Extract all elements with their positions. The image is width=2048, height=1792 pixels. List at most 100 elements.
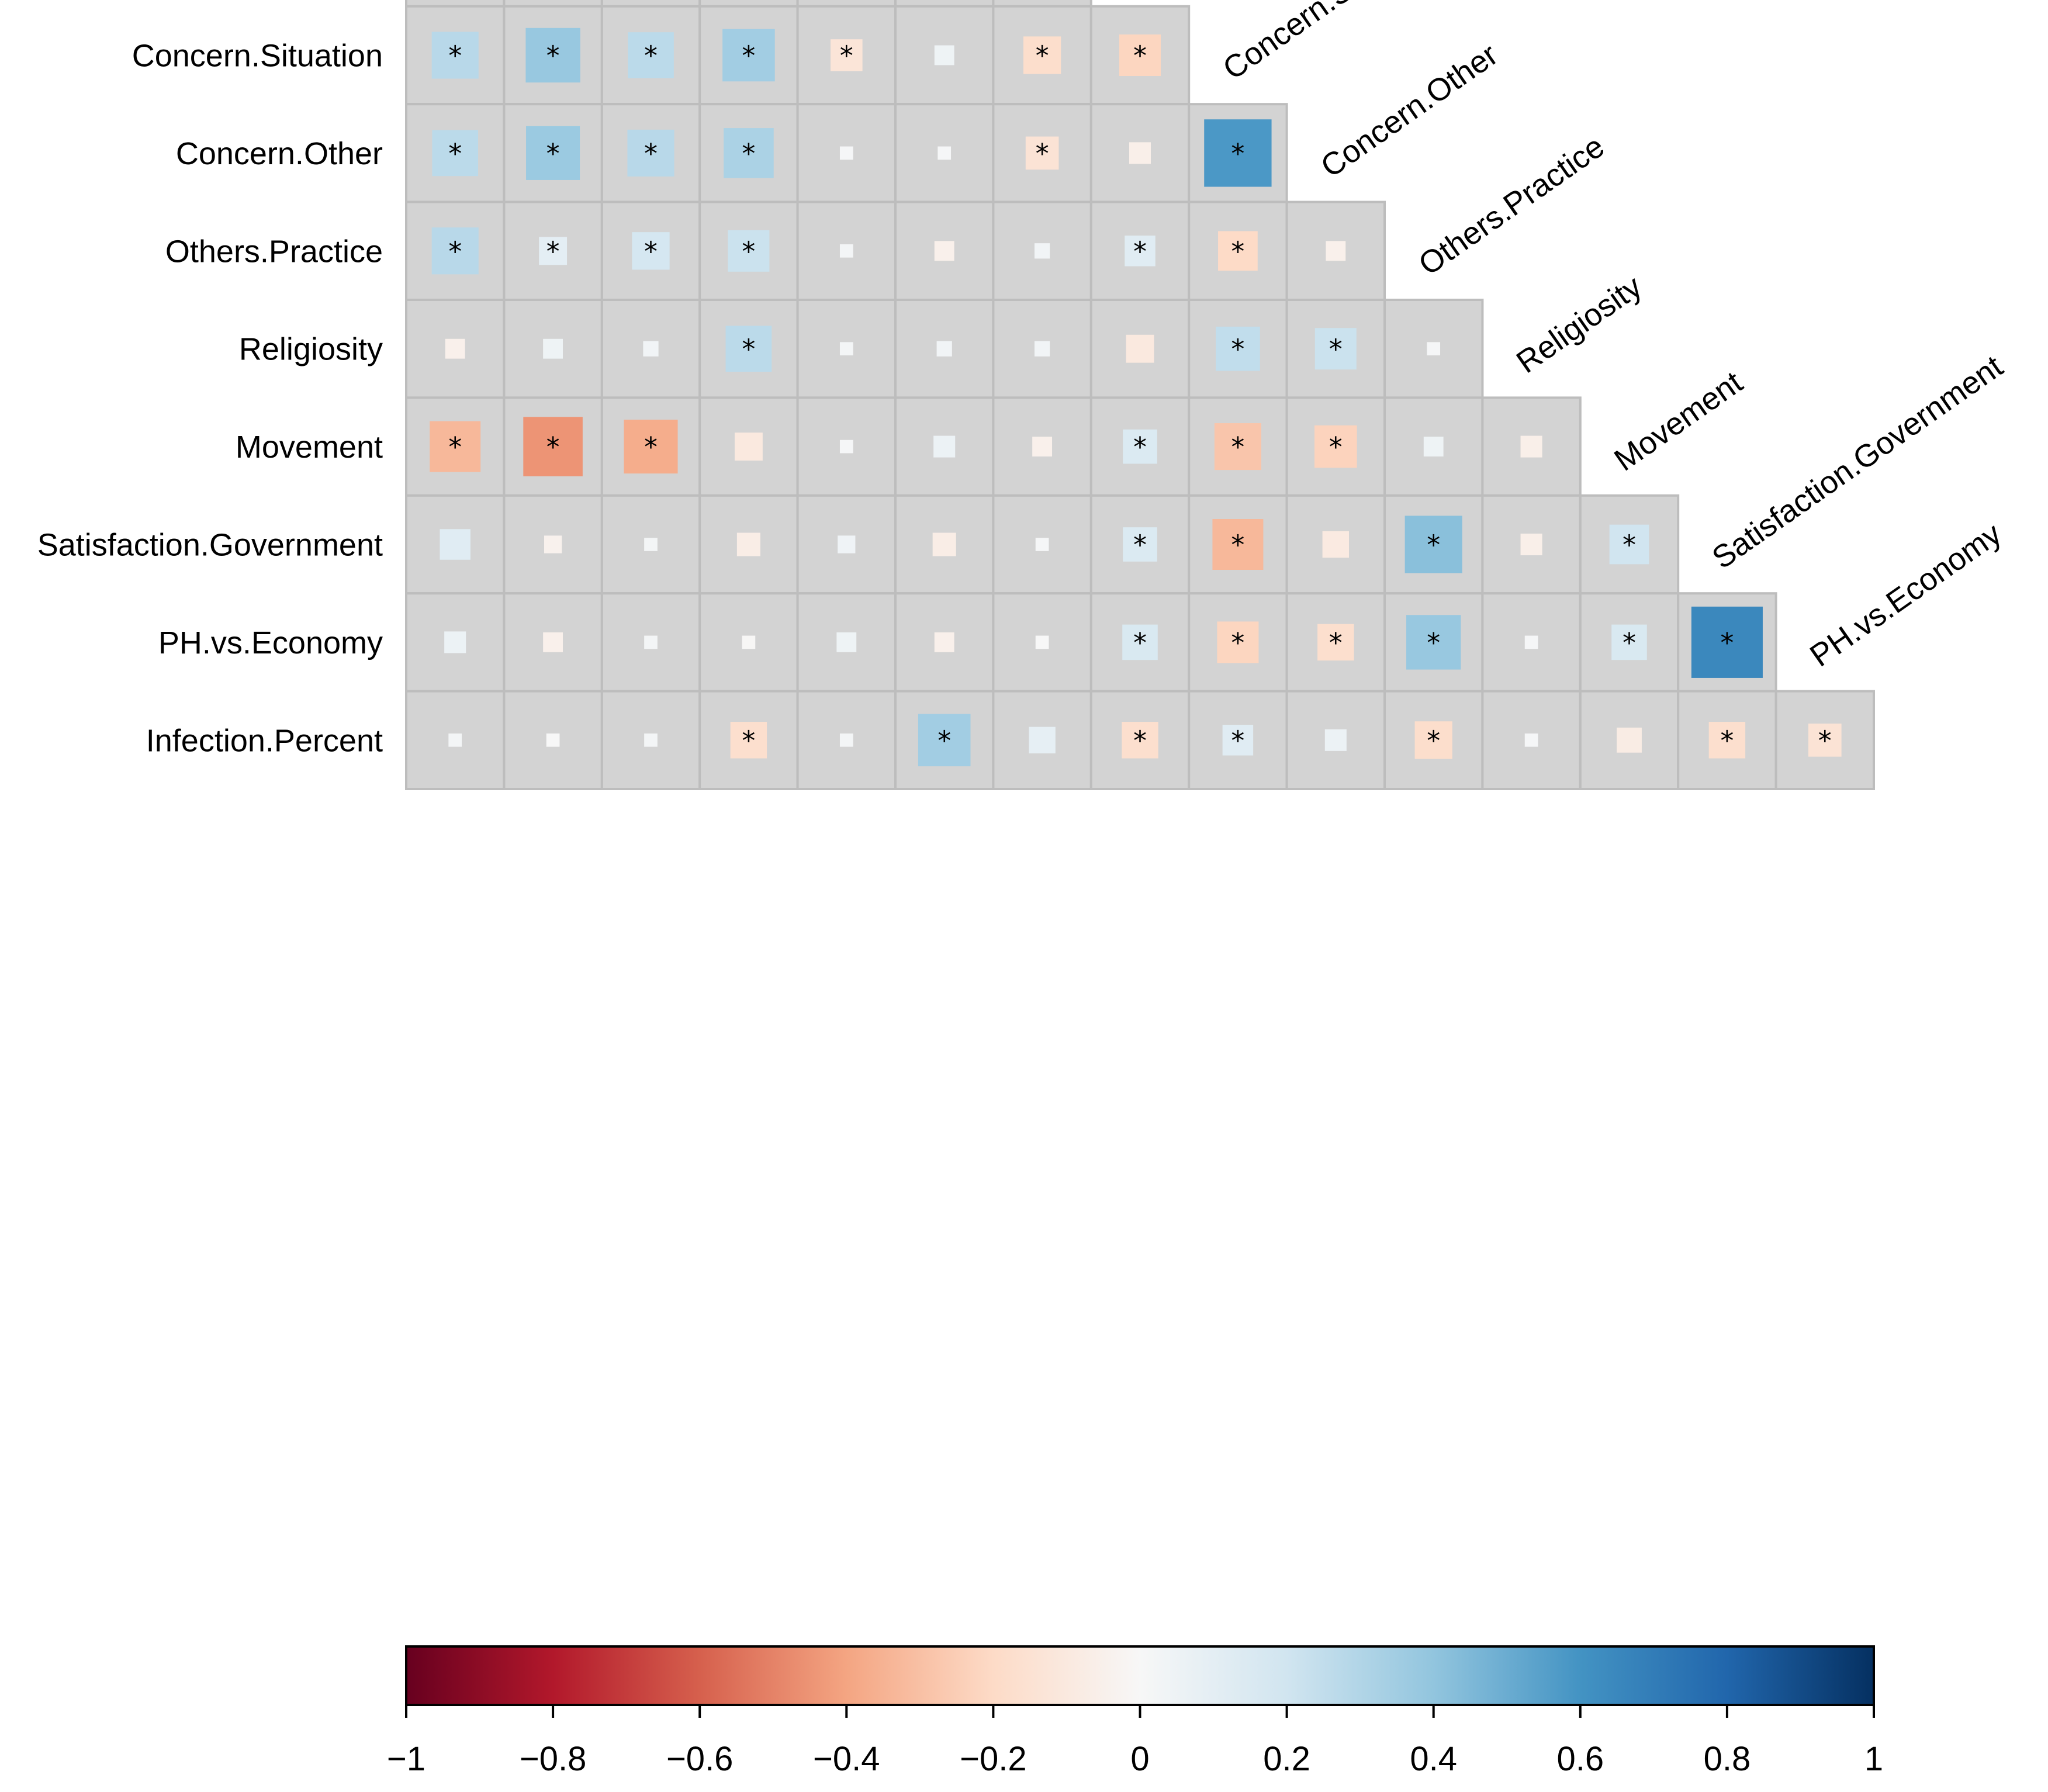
colorbar-tick-label: −0.4	[813, 1740, 880, 1778]
corr-cell-PH.vs.Economy-Subjective.Health	[1122, 624, 1158, 660]
corr-cell-Movement-Concern.Other	[1314, 425, 1357, 468]
corr-cell-Satisfaction.Government-Concern.Other	[1322, 531, 1350, 558]
row-label: Religiosity	[239, 332, 383, 367]
corr-cell-Others.Practice-Concern.Other	[1326, 241, 1346, 261]
corr-cell-Satisfaction.Government-Religiosity	[1520, 533, 1542, 556]
significance-marker: *	[1720, 725, 1734, 756]
significance-marker: *	[1036, 40, 1049, 72]
corr-cell-Satisfaction.Government-Concern.Situation	[1212, 519, 1264, 570]
significance-marker: *	[1427, 725, 1440, 756]
corr-cell-Concern.Other-Household.size	[1025, 136, 1059, 170]
corr-cell-Infection.Percent-Religiosity	[1524, 733, 1538, 747]
corr-cell-Concern.Other-Settlement.size	[937, 146, 952, 160]
row-label: Concern.Other	[176, 136, 383, 171]
corr-cell-Infection.Percent-Subjective.Health	[1122, 722, 1158, 759]
significance-marker: *	[448, 138, 462, 169]
corr-cell-Infection.Percent-Current.Practice.SD	[546, 733, 560, 747]
corr-cell-Movement-Settlement.size	[933, 435, 956, 458]
significance-marker: *	[546, 236, 560, 267]
corr-cell-Concern.Situation-Support.SD	[431, 32, 479, 79]
significance-marker: *	[1329, 334, 1343, 365]
corr-cell-Concern.Other-Education	[839, 146, 853, 160]
colorbar-tick-label: −0.2	[960, 1740, 1027, 1778]
colorbar-tick-label: 0	[1130, 1740, 1149, 1778]
corr-cell-Movement-Religiosity	[1520, 435, 1542, 458]
corr-cell-PH.vs.Economy-Age	[742, 635, 756, 649]
significance-marker: *	[448, 431, 462, 463]
corr-cell-Infection.Percent-Satisfaction.Government	[1708, 722, 1746, 759]
significance-marker: *	[742, 334, 755, 365]
significance-marker: *	[742, 138, 755, 169]
corr-cell-Satisfaction.Government-Movement	[1609, 524, 1649, 565]
significance-marker: *	[742, 236, 755, 267]
significance-marker: *	[1427, 530, 1440, 561]
column-label: Others.Practice	[1412, 129, 1610, 282]
cell-bg	[503, 494, 603, 595]
corr-cell-Religiosity-Current.Practice.SD	[543, 338, 563, 359]
corr-cell-Concern.Situation-Education	[831, 39, 863, 71]
corr-cell-Infection.Percent-Future.Practice.SD	[644, 733, 658, 747]
corr-cell-Infection.Percent-Support.SD	[448, 733, 462, 747]
significance-marker: *	[1329, 627, 1343, 659]
corr-cell-Movement-Concern.Situation	[1214, 423, 1261, 471]
corr-cell-PH.vs.Economy-Concern.Situation	[1217, 621, 1259, 663]
corr-cell-Infection.Percent-Settlement.size	[918, 714, 971, 767]
row-label: Infection.Percent	[146, 723, 383, 758]
corr-cell-Satisfaction.Government-Subjective.Health	[1123, 527, 1157, 562]
corr-cell-Others.Practice-Settlement.size	[934, 241, 954, 261]
corr-cell-Religiosity-Future.Practice.SD	[643, 341, 659, 357]
corr-cell-Concern.Other-Future.Practice.SD	[627, 129, 674, 177]
corr-cell-Satisfaction.Government-Future.Practice.SD	[644, 538, 658, 551]
significance-marker: *	[1133, 40, 1147, 72]
significance-marker: *	[1623, 530, 1636, 561]
significance-marker: *	[1623, 627, 1636, 659]
corr-cell-Movement-Age	[734, 433, 763, 461]
significance-marker: *	[644, 431, 658, 463]
corr-cell-Others.Practice-Future.Practice.SD	[632, 232, 670, 270]
colorbar-tick-label: 0.6	[1556, 1740, 1604, 1778]
corr-cell-Movement-Current.Practice.SD	[523, 417, 583, 476]
corr-cell-Religiosity-Support.SD	[445, 338, 465, 359]
corr-cell-PH.vs.Economy-Future.Practice.SD	[644, 635, 658, 649]
corr-cell-Others.Practice-Household.size	[1034, 243, 1050, 259]
corr-cell-Religiosity-Subjective.Health	[1126, 334, 1154, 363]
significance-marker: *	[448, 40, 462, 72]
corr-cell-Satisfaction.Government-Current.Practice.SD	[544, 535, 562, 553]
corr-cell-Concern.Situation-Future.Practice.SD	[628, 32, 674, 78]
significance-marker: *	[1231, 334, 1244, 365]
significance-marker: *	[644, 40, 658, 72]
corr-cell-Concern.Situation-Household.size	[1023, 36, 1061, 74]
significance-marker: *	[1133, 236, 1147, 267]
corr-cell-PH.vs.Economy-Concern.Other	[1317, 624, 1354, 661]
significance-marker: *	[1818, 725, 1832, 756]
significance-marker: *	[1231, 627, 1244, 659]
corr-cell-PH.vs.Economy-Others.Practice	[1406, 615, 1461, 670]
corr-cell-Infection.Percent-Household.size	[1029, 727, 1056, 754]
row-labels: Current.Practice.SDFuture.Practice.SDAge…	[37, 39, 383, 759]
significance-marker: *	[1133, 530, 1147, 561]
corr-cell-Movement-Support.SD	[430, 421, 481, 472]
colorbar-bar	[405, 1645, 1875, 1706]
significance-marker: *	[644, 236, 658, 267]
corr-cell-PH.vs.Economy-Settlement.size	[934, 632, 954, 652]
row-label: Others.Practice	[165, 234, 383, 269]
colorbar-tick-label: −1	[387, 1740, 425, 1778]
colorbar: −1 −0.8 −0.6 −0.4 −0.2 0 0.2 0.4 0.6 0.8 1	[387, 1645, 1883, 1778]
significance-marker: *	[1231, 530, 1244, 561]
corr-cell-PH.vs.Economy-Satisfaction.Government	[1691, 606, 1763, 678]
corr-cell-Infection.Percent-Others.Practice	[1414, 721, 1452, 759]
corr-cell-Religiosity-Others.Practice	[1427, 342, 1441, 356]
colorbar-tick-label: 0.2	[1263, 1740, 1310, 1778]
significance-marker: *	[1133, 627, 1147, 659]
corr-cell-Concern.Other-Current.Practice.SD	[526, 126, 580, 180]
corr-cell-Satisfaction.Government-Settlement.size	[932, 532, 956, 556]
significance-marker: *	[546, 431, 560, 463]
corr-cell-Religiosity-Settlement.size	[936, 341, 952, 357]
corr-cell-Religiosity-Education	[839, 342, 853, 356]
corr-cell-Others.Practice-Subjective.Health	[1125, 236, 1156, 267]
significance-marker: *	[546, 138, 560, 169]
significance-marker: *	[1231, 725, 1244, 756]
significance-marker: *	[1133, 725, 1147, 756]
row-label: Satisfaction.Government	[37, 528, 383, 563]
